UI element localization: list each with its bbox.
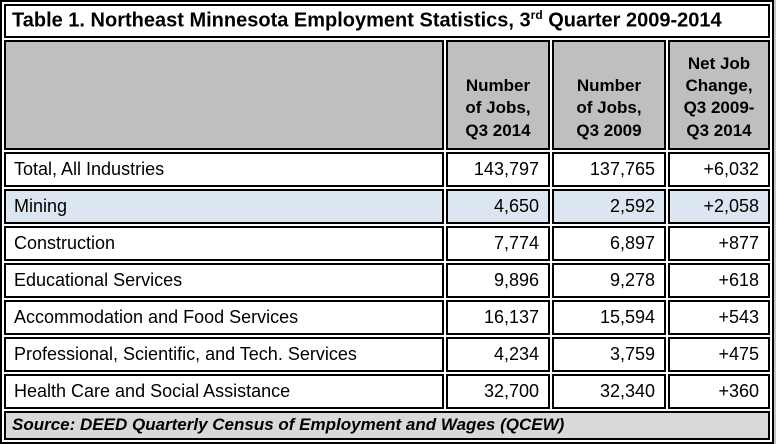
jobs-2009-value: 15,594 [552, 299, 666, 335]
jobs-2014-value: 7,774 [446, 225, 550, 261]
jobs-2009-value: 2,592 [552, 188, 666, 224]
industry-label: Accommodation and Food Services [4, 299, 444, 335]
industry-label: Construction [4, 225, 444, 261]
column-header-industry [4, 39, 444, 150]
header-line: Q3 2014 [465, 120, 531, 140]
table-title-suffix: Quarter 2009-2014 [542, 9, 722, 32]
header-line: Number [465, 76, 531, 96]
title-row: Table 1. Northeast Minnesota Employment … [4, 4, 771, 38]
table-row-health-care: Health Care and Social Assistance 32,700… [4, 373, 771, 409]
industry-label: Educational Services [4, 262, 444, 298]
header-line: Q3 2009 [576, 120, 642, 140]
header-line: Number [576, 76, 642, 96]
industry-label: Total, All Industries [4, 151, 444, 187]
jobs-2014-value: 9,896 [446, 262, 550, 298]
net-change-value: +360 [668, 373, 771, 409]
net-change-value: +6,032 [668, 151, 771, 187]
column-header-net-change: Net Job Change, Q3 2009- Q3 2014 [668, 39, 771, 150]
industry-label: Health Care and Social Assistance [4, 373, 444, 409]
header-line: Q3 2009- [683, 98, 755, 118]
column-header-jobs-2009: Number of Jobs, Q3 2009 [552, 39, 666, 150]
jobs-2014-value: 4,650 [446, 188, 550, 224]
jobs-2014-value: 143,797 [446, 151, 550, 187]
net-change-value: +475 [668, 336, 771, 372]
jobs-2014-value: 16,137 [446, 299, 550, 335]
jobs-2009-value: 6,897 [552, 225, 666, 261]
table-row-construction: Construction 7,774 6,897 +877 [4, 225, 771, 261]
net-change-value: +543 [668, 299, 771, 335]
table-title-text: Table 1. Northeast Minnesota Employment … [12, 9, 531, 32]
net-change-value: +618 [668, 262, 771, 298]
jobs-2009-value: 9,278 [552, 262, 666, 298]
header-row: Number of Jobs, Q3 2014 Number of Jobs, … [4, 39, 771, 150]
header-line: Net Job [687, 54, 751, 74]
header-line: of Jobs, [465, 98, 531, 118]
industry-label: Mining [4, 188, 444, 224]
jobs-2009-value: 32,340 [552, 373, 666, 409]
table-row-accommodation: Accommodation and Food Services 16,137 1… [4, 299, 771, 335]
table-row-total: Total, All Industries 143,797 137,765 +6… [4, 151, 771, 187]
net-change-value: +2,058 [668, 188, 771, 224]
jobs-2014-value: 32,700 [446, 373, 550, 409]
table-row-educational: Educational Services 9,896 9,278 +618 [4, 262, 771, 298]
table-row-mining: Mining 4,650 2,592 +2,058 [4, 188, 771, 224]
jobs-2009-value: 3,759 [552, 336, 666, 372]
title-superscript: rd [530, 8, 543, 22]
table-title: Table 1. Northeast Minnesota Employment … [4, 4, 771, 38]
column-header-jobs-2014: Number of Jobs, Q3 2014 [446, 39, 550, 150]
table-row-professional: Professional, Scientific, and Tech. Serv… [4, 336, 771, 372]
net-change-value: +877 [668, 225, 771, 261]
header-line: Change, [685, 76, 753, 96]
industry-label: Professional, Scientific, and Tech. Serv… [4, 336, 444, 372]
header-line: of Jobs, [576, 98, 642, 118]
source-note: Source: DEED Quarterly Census of Employm… [4, 410, 771, 440]
header-line: Q3 2014 [686, 120, 752, 140]
jobs-2009-value: 137,765 [552, 151, 666, 187]
source-row: Source: DEED Quarterly Census of Employm… [4, 410, 771, 440]
jobs-2014-value: 4,234 [446, 336, 550, 372]
